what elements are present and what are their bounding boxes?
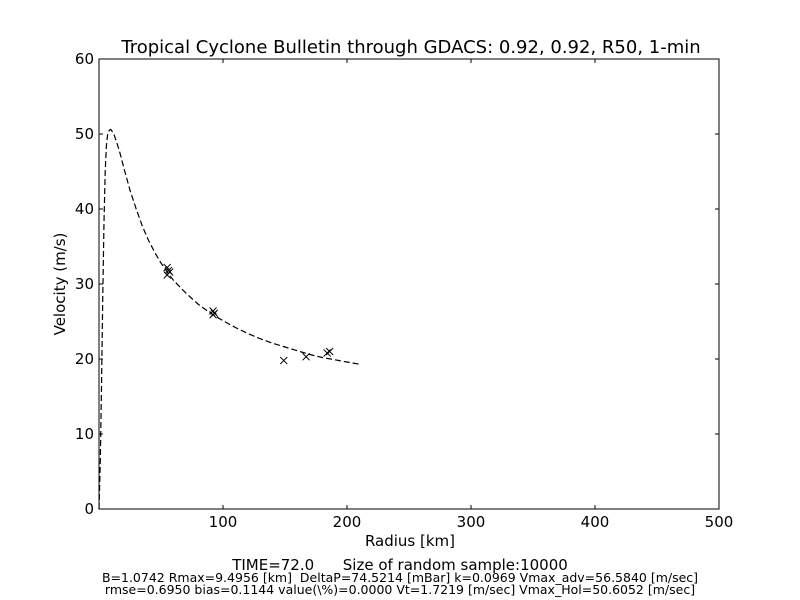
plot-frame bbox=[98, 58, 720, 510]
y-tick-label: 10 bbox=[75, 425, 94, 443]
axes: 100 200 300 400 500 0 10 20 30 40 50 60 bbox=[75, 50, 733, 531]
y-tick-label: 30 bbox=[75, 275, 94, 293]
observation-point bbox=[163, 271, 172, 279]
y-tick-label: 40 bbox=[75, 200, 94, 218]
x-tick-label: 500 bbox=[705, 513, 734, 531]
y-tick-label: 0 bbox=[84, 500, 94, 518]
x-tick-label: 100 bbox=[209, 513, 238, 531]
x-tick-label: 300 bbox=[457, 513, 486, 531]
y-axis-label: Velocity (m/s) bbox=[51, 233, 69, 336]
x-tick-label: 400 bbox=[581, 513, 610, 531]
velocity-radius-chart: Tropical Cyclone Bulletin through GDACS:… bbox=[51, 37, 733, 550]
footer-stats-line: rmse=0.6950 bias=0.1144 value(\%)=0.0000… bbox=[104, 582, 696, 597]
observation-point bbox=[302, 352, 310, 361]
chart-title: Tropical Cyclone Bulletin through GDACS:… bbox=[120, 37, 700, 58]
plot-area bbox=[98, 128, 360, 510]
y-tick-label: 60 bbox=[75, 50, 94, 68]
x-axis-label: Radius [km] bbox=[365, 532, 455, 550]
footer-params-line: B=1.0742 Rmax=9.4956 [km] DeltaP=74.5214… bbox=[101, 570, 699, 585]
y-tick-label: 20 bbox=[75, 350, 94, 368]
observation-point bbox=[209, 307, 217, 315]
observation-point bbox=[325, 347, 334, 356]
observation-point bbox=[323, 349, 331, 357]
profile-curve-line bbox=[98, 128, 360, 510]
y-tick-label: 50 bbox=[75, 125, 94, 143]
x-tick-label: 200 bbox=[333, 513, 362, 531]
observation-point bbox=[209, 310, 217, 319]
footer-time-line: TIME=72.0 Size of random sample:10000 bbox=[232, 556, 568, 574]
observation-point bbox=[279, 356, 288, 365]
